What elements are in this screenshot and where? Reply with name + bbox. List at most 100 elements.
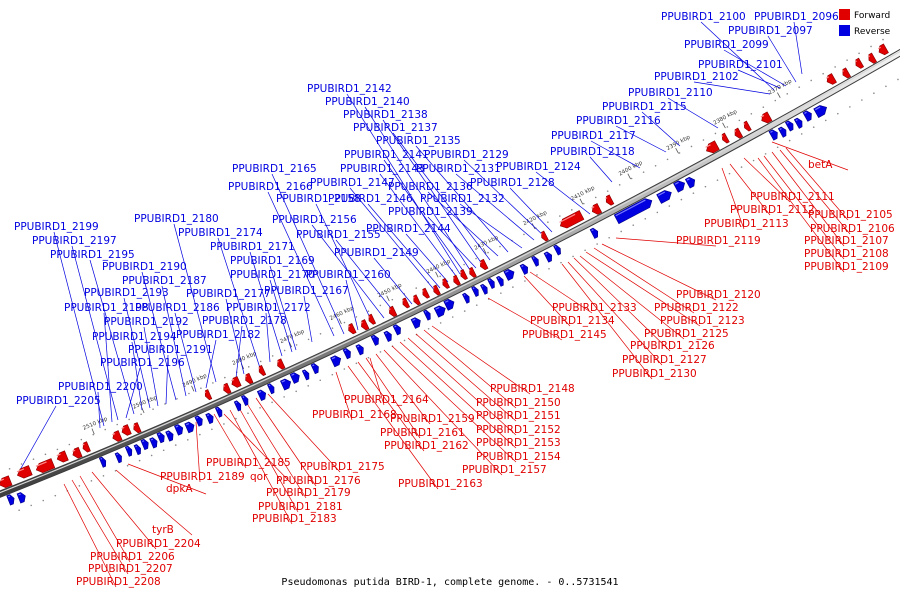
leader-line bbox=[392, 132, 491, 261]
reverse-gene-glyph bbox=[98, 456, 107, 468]
gene-body bbox=[793, 117, 803, 129]
gene-shine bbox=[388, 308, 391, 311]
gene-shine bbox=[344, 349, 347, 352]
gene-shine bbox=[357, 345, 360, 348]
reverse-gene-label-ppubird1-2195: PPUBIRD1_2195 bbox=[50, 249, 135, 261]
forward-gene-glyph bbox=[452, 274, 461, 286]
forward-gene-glyph bbox=[459, 269, 468, 280]
leader-line bbox=[737, 69, 781, 89]
reverse-gene-label-ppubird1-2131: PPUBIRD1_2131 bbox=[416, 163, 501, 175]
forward-gene-glyph bbox=[244, 372, 254, 385]
tick-mark bbox=[91, 428, 95, 435]
leader-line bbox=[529, 271, 593, 314]
tick-dot bbox=[174, 444, 177, 446]
tick-dot bbox=[512, 286, 514, 288]
gene-shine bbox=[657, 191, 666, 197]
gene-body bbox=[605, 194, 615, 206]
gene-body bbox=[280, 378, 292, 391]
gene-body bbox=[149, 437, 158, 449]
gene-labels: PPUBIRD1_2096 PPUBIRD1_2097 PPUBIRD1_2099 P… bbox=[14, 11, 895, 588]
leader-line bbox=[267, 191, 335, 337]
leader-line bbox=[357, 361, 425, 452]
scale-tick: 2400 kbp bbox=[618, 160, 644, 180]
tick-dot bbox=[656, 211, 659, 214]
gene-shine bbox=[331, 356, 336, 360]
forward-gene-glyph bbox=[479, 258, 489, 271]
forward-gene-glyph bbox=[877, 43, 889, 56]
gene-body bbox=[112, 430, 123, 442]
gene-shine bbox=[18, 493, 21, 496]
reverse-gene-label-ppubird1-2110: PPUBIRD1_2110 bbox=[628, 87, 713, 99]
tick-dot bbox=[18, 509, 20, 512]
tick-dot bbox=[212, 382, 214, 384]
tick-dot bbox=[8, 468, 11, 470]
gene-shine bbox=[841, 70, 844, 73]
gene-shine bbox=[133, 424, 136, 427]
gene-body bbox=[392, 324, 401, 336]
forward-gene-glyph bbox=[760, 111, 773, 124]
reverse-gene-glyph bbox=[301, 369, 310, 381]
leader-line bbox=[382, 119, 483, 265]
gene-shine bbox=[347, 325, 350, 328]
tick-dot bbox=[812, 126, 815, 128]
reverse-gene-glyph bbox=[392, 324, 401, 336]
reverse-gene-label-ppubird1-2146: PPUBIRD1_2146 bbox=[328, 193, 413, 205]
tick-dot bbox=[680, 198, 683, 201]
forward-gene-label-ppubird1-2157: PPUBIRD1_2157 bbox=[462, 464, 547, 476]
forward-gene-label-ppubird1-2168: PPUBIRD1_2168 bbox=[312, 409, 397, 421]
gene-shine bbox=[281, 379, 286, 383]
gene-body bbox=[422, 287, 431, 299]
gene-shine bbox=[705, 144, 711, 148]
reverse-gene-label-ppubird1-2143: PPUBIRD1_2143 bbox=[340, 163, 425, 175]
gene-body bbox=[6, 494, 15, 506]
forward-gene-glyph bbox=[733, 127, 744, 139]
gene-body bbox=[784, 120, 794, 132]
tick-dot bbox=[620, 230, 623, 233]
leader-line bbox=[217, 237, 261, 369]
leader-line bbox=[615, 237, 717, 247]
reverse-gene-label-ppubird1-2198: PPUBIRD1_2198 bbox=[64, 302, 149, 314]
leader-line bbox=[373, 257, 413, 305]
gene-shine bbox=[412, 296, 415, 299]
tick-dot bbox=[690, 145, 693, 148]
tick-mark bbox=[627, 173, 631, 180]
leader-line bbox=[79, 475, 131, 563]
tick-dot bbox=[140, 413, 142, 416]
gene-body bbox=[204, 389, 213, 401]
reverse-gene-glyph bbox=[784, 120, 794, 132]
gene-shine bbox=[112, 432, 116, 436]
tick-dot bbox=[200, 387, 202, 390]
leader-line bbox=[667, 97, 719, 129]
tick-dot bbox=[548, 267, 550, 270]
gene-shine bbox=[158, 433, 161, 436]
reverse-gene-glyph bbox=[410, 317, 421, 329]
gene-body bbox=[240, 394, 249, 406]
reverse-gene-label-ppubird1-2158: PPUBIRD1_2158 bbox=[276, 193, 361, 205]
tick-dot bbox=[726, 126, 729, 128]
reverse-gene-glyph bbox=[194, 415, 203, 427]
gene-body bbox=[471, 286, 479, 297]
forward-gene-label-ppubird1-2154: PPUBIRD1_2154 bbox=[476, 451, 561, 463]
forward-gene-label-ppubird1-2207: PPUBIRD1_2207 bbox=[88, 563, 173, 575]
leader-line bbox=[793, 21, 803, 75]
leader-line bbox=[345, 279, 359, 331]
reverse-gene-label-ppubird1-2124: PPUBIRD1_2124 bbox=[496, 161, 581, 173]
leader-line bbox=[379, 173, 457, 277]
gene-shine bbox=[459, 271, 462, 274]
tick-dot bbox=[738, 119, 741, 122]
reverse-gene-glyph bbox=[423, 309, 431, 321]
leader-line bbox=[785, 147, 849, 221]
leader-line bbox=[615, 125, 667, 153]
tick-dot bbox=[608, 236, 610, 239]
leader-line bbox=[369, 357, 385, 406]
leader-line bbox=[335, 239, 395, 313]
gene-shine bbox=[545, 252, 548, 255]
tick-dot bbox=[295, 390, 297, 393]
tick-dot bbox=[536, 274, 538, 276]
gene-body bbox=[133, 444, 141, 456]
tick-dot bbox=[499, 245, 501, 248]
gene-shine bbox=[481, 285, 484, 287]
reverse-gene-glyph bbox=[589, 227, 599, 239]
tick-dot bbox=[343, 368, 346, 370]
leader-line bbox=[757, 157, 845, 273]
